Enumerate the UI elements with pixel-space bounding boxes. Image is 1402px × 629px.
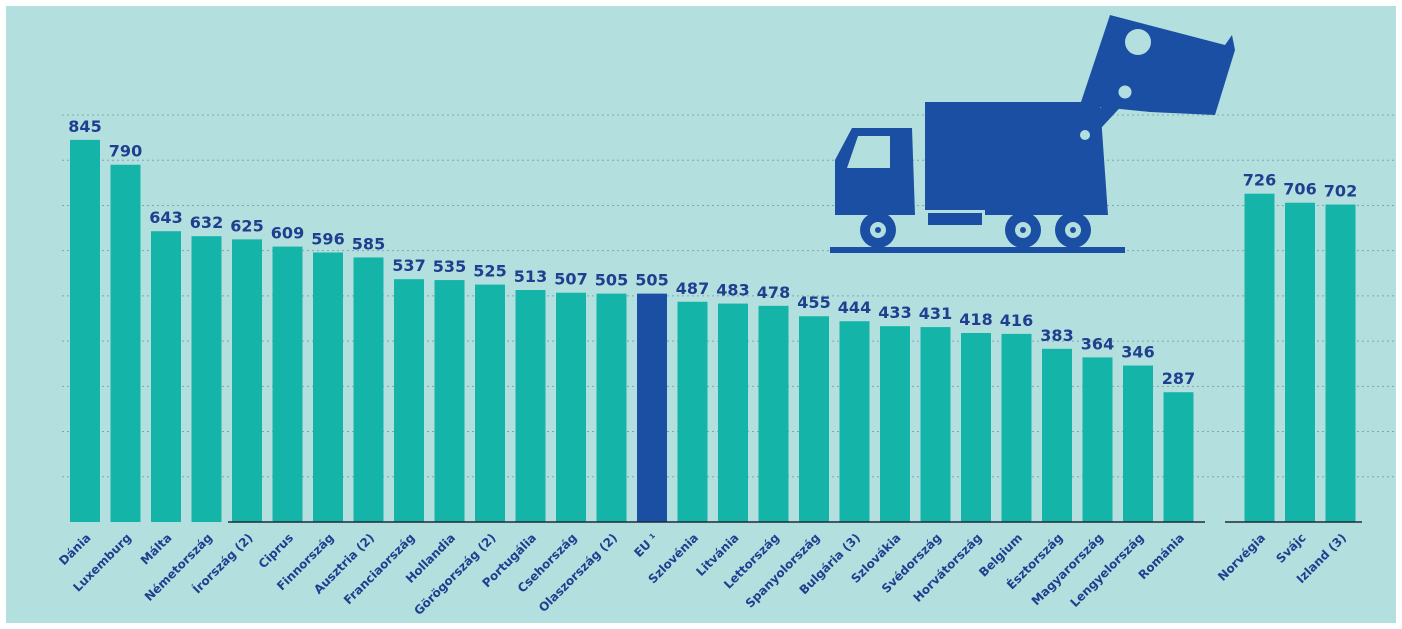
- bar: [313, 252, 343, 522]
- bar: [921, 327, 951, 522]
- bar: [516, 290, 546, 522]
- value-label: 433: [878, 303, 911, 322]
- value-label: 416: [1000, 311, 1033, 330]
- bar: [799, 316, 829, 522]
- value-label: 483: [716, 281, 749, 300]
- value-label: 726: [1243, 171, 1276, 190]
- value-label: 537: [392, 256, 425, 275]
- bar: [1326, 205, 1356, 522]
- bar: [678, 302, 708, 522]
- bar: [354, 257, 384, 522]
- bar: [961, 333, 991, 522]
- value-label: 418: [959, 310, 992, 329]
- value-label: 507: [554, 270, 587, 289]
- bar: [1164, 392, 1194, 522]
- value-label: 346: [1121, 343, 1154, 362]
- bar: [1002, 334, 1032, 522]
- value-label: 706: [1283, 180, 1316, 199]
- value-label: 525: [473, 262, 506, 281]
- value-label: 513: [514, 267, 547, 286]
- value-label: 287: [1162, 369, 1195, 388]
- bar: [759, 306, 789, 522]
- bar: [1245, 194, 1275, 522]
- value-label: 625: [230, 216, 263, 235]
- bar: [556, 293, 586, 522]
- bar: [394, 279, 424, 522]
- bar: [718, 304, 748, 522]
- value-label: 643: [149, 208, 182, 227]
- value-label: 505: [595, 271, 628, 290]
- bar: [637, 294, 667, 522]
- chart: 845 790 643 632 625 609 596 585 537 535 525 513 507 5…: [0, 0, 1402, 629]
- value-label: 487: [676, 279, 709, 298]
- bar: [273, 247, 303, 522]
- value-label: 444: [838, 298, 871, 317]
- value-label: 632: [190, 213, 223, 232]
- value-label: 702: [1324, 182, 1357, 201]
- bar: [1285, 203, 1315, 522]
- value-label: 535: [433, 257, 466, 276]
- bar: [435, 280, 465, 522]
- value-label: 609: [271, 224, 304, 243]
- value-label: 383: [1040, 326, 1073, 345]
- bar: [232, 239, 262, 522]
- value-label: 845: [68, 117, 101, 136]
- value-label: 478: [757, 283, 790, 302]
- value-label: 455: [797, 293, 830, 312]
- page: 845 790 643 632 625 609 596 585 537 535 525 513 507 5…: [0, 0, 1402, 629]
- bar: [192, 236, 222, 522]
- bar: [111, 165, 141, 522]
- bar: [70, 140, 100, 522]
- bar: [151, 231, 181, 522]
- bar: [1123, 366, 1153, 522]
- value-label: 596: [311, 229, 344, 248]
- value-label: 585: [352, 234, 385, 253]
- bar: [1042, 349, 1072, 522]
- bar: [597, 294, 627, 522]
- value-label: 364: [1081, 334, 1114, 353]
- bar: [475, 285, 505, 522]
- bar: [1083, 357, 1113, 522]
- bar: [880, 326, 910, 522]
- bar: [840, 321, 870, 522]
- value-label: 505: [635, 271, 668, 290]
- value-label: 790: [109, 142, 142, 161]
- value-label: 431: [919, 304, 952, 323]
